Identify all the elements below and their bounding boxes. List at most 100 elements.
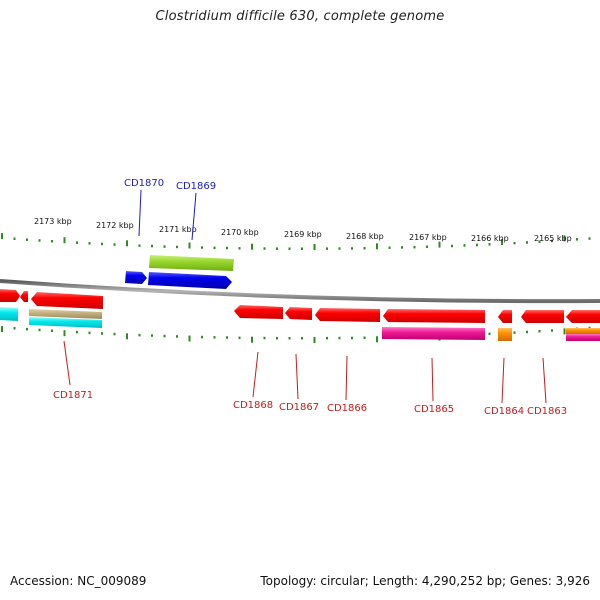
- leader-cd1864: [501, 357, 505, 404]
- major-tick: [251, 243, 253, 250]
- major-tick: [376, 336, 378, 343]
- leader-cd1871: [63, 340, 71, 386]
- minor-tick: [163, 245, 166, 248]
- minor-tick: [138, 244, 141, 247]
- gene-left-cyan[interactable]: [0, 307, 18, 321]
- label-leaders: [63, 189, 547, 404]
- leader-cd1866: [345, 355, 348, 401]
- tick-label-2171: 2171 kbp: [159, 225, 197, 234]
- label-cd1864[interactable]: CD1864: [484, 406, 524, 417]
- minor-tick: [513, 241, 516, 245]
- gene-cd1871-tan[interactable]: [29, 309, 102, 319]
- minor-tick: [338, 336, 341, 340]
- gene-cd1864-feature[interactable]: [498, 328, 512, 341]
- gene-left-edge[interactable]: [0, 289, 20, 302]
- minor-tick: [488, 243, 491, 246]
- tick-label-2173: 2173 kbp: [34, 217, 72, 226]
- minor-tick: [51, 329, 53, 332]
- minor-tick: [551, 329, 553, 332]
- minor-tick: [226, 246, 228, 250]
- leader-cd1865: [431, 357, 434, 402]
- minor-tick: [476, 243, 478, 247]
- forward-strand: [125, 255, 234, 289]
- major-tick: [126, 240, 128, 247]
- minor-tick: [238, 247, 241, 250]
- minor-tick: [463, 244, 466, 247]
- minor-tick: [88, 331, 91, 335]
- label-cd1865[interactable]: CD1865: [414, 404, 454, 415]
- label-cd1867[interactable]: CD1867: [279, 402, 319, 413]
- tick-label-2172: 2172 kbp: [96, 221, 134, 230]
- gene-labels: CD1870 CD1869 CD1871 CD1868 CD1867 CD186…: [53, 178, 567, 417]
- minor-tick: [138, 333, 141, 337]
- genome-backbone: [0, 279, 600, 304]
- label-cd1863[interactable]: CD1863: [527, 406, 567, 417]
- tick-label-2167: 2167 kbp: [409, 233, 447, 242]
- label-cd1868[interactable]: CD1868: [233, 400, 273, 411]
- leader-cd1870: [138, 189, 142, 237]
- gene-cd1871-cyan[interactable]: [29, 317, 102, 328]
- gene-cd1864[interactable]: [498, 310, 512, 323]
- label-cd1870[interactable]: CD1870: [124, 178, 164, 189]
- minor-tick: [201, 246, 203, 249]
- minor-tick: [301, 337, 303, 340]
- gene-cd1869[interactable]: [148, 272, 232, 289]
- gene-right-edge-pink[interactable]: [566, 334, 600, 341]
- tick-label-2165: 2165 kbp: [534, 234, 572, 243]
- gene-cd1863[interactable]: [521, 310, 564, 323]
- label-cd1866[interactable]: CD1866: [327, 403, 367, 414]
- major-tick: [563, 235, 566, 242]
- minor-tick: [276, 247, 278, 250]
- minor-tick: [76, 241, 78, 244]
- leader-cd1863: [542, 357, 547, 404]
- major-tick: [1, 233, 3, 240]
- minor-tick: [76, 330, 78, 334]
- minor-tick: [263, 247, 266, 250]
- minor-tick: [113, 243, 116, 246]
- minor-tick: [38, 239, 41, 242]
- minor-tick: [526, 330, 528, 334]
- tick-label-2168: 2168 kbp: [346, 232, 384, 241]
- minor-tick: [326, 247, 328, 250]
- minor-tick: [351, 336, 353, 340]
- gene-cd1865-feature[interactable]: [382, 327, 485, 340]
- leader-cd1869: [191, 192, 197, 241]
- minor-tick: [588, 237, 591, 240]
- gene-small-left[interactable]: [20, 291, 28, 302]
- gene-cd1869-feature[interactable]: [149, 255, 234, 271]
- tick-label-2166: 2166 kbp: [471, 234, 509, 243]
- minor-tick: [26, 238, 28, 241]
- minor-tick: [576, 238, 578, 241]
- minor-tick: [51, 240, 53, 243]
- gene-cd1868[interactable]: [234, 305, 283, 319]
- major-tick: [63, 330, 66, 337]
- minor-tick: [38, 328, 41, 332]
- minor-tick: [263, 336, 266, 340]
- minor-tick: [551, 239, 553, 243]
- minor-tick: [176, 335, 178, 338]
- gene-right-edge[interactable]: [566, 310, 600, 323]
- minor-tick: [13, 237, 16, 240]
- gene-right-edge-orange[interactable]: [566, 328, 600, 334]
- leader-cd1867: [295, 353, 299, 400]
- minor-tick: [26, 327, 28, 331]
- minor-tick: [151, 334, 153, 337]
- genome-summary-text: Topology: circular; Length: 4,290,252 bp…: [260, 574, 590, 588]
- gene-cd1867[interactable]: [285, 307, 312, 320]
- gene-cd1871-arrow[interactable]: [31, 292, 103, 309]
- minor-tick: [363, 247, 366, 250]
- minor-tick: [388, 246, 391, 249]
- gene-cd1866[interactable]: [315, 308, 380, 322]
- gene-cd1870[interactable]: [125, 271, 147, 284]
- minor-tick: [401, 246, 403, 249]
- label-cd1869[interactable]: CD1869: [176, 181, 216, 192]
- label-cd1871[interactable]: CD1871: [53, 390, 93, 401]
- gene-cd1865[interactable]: [383, 309, 485, 323]
- major-tick: [1, 326, 3, 333]
- minor-tick: [201, 335, 203, 339]
- minor-tick: [101, 332, 103, 335]
- major-tick: [313, 244, 316, 250]
- minor-tick: [176, 245, 178, 249]
- major-tick: [313, 337, 316, 343]
